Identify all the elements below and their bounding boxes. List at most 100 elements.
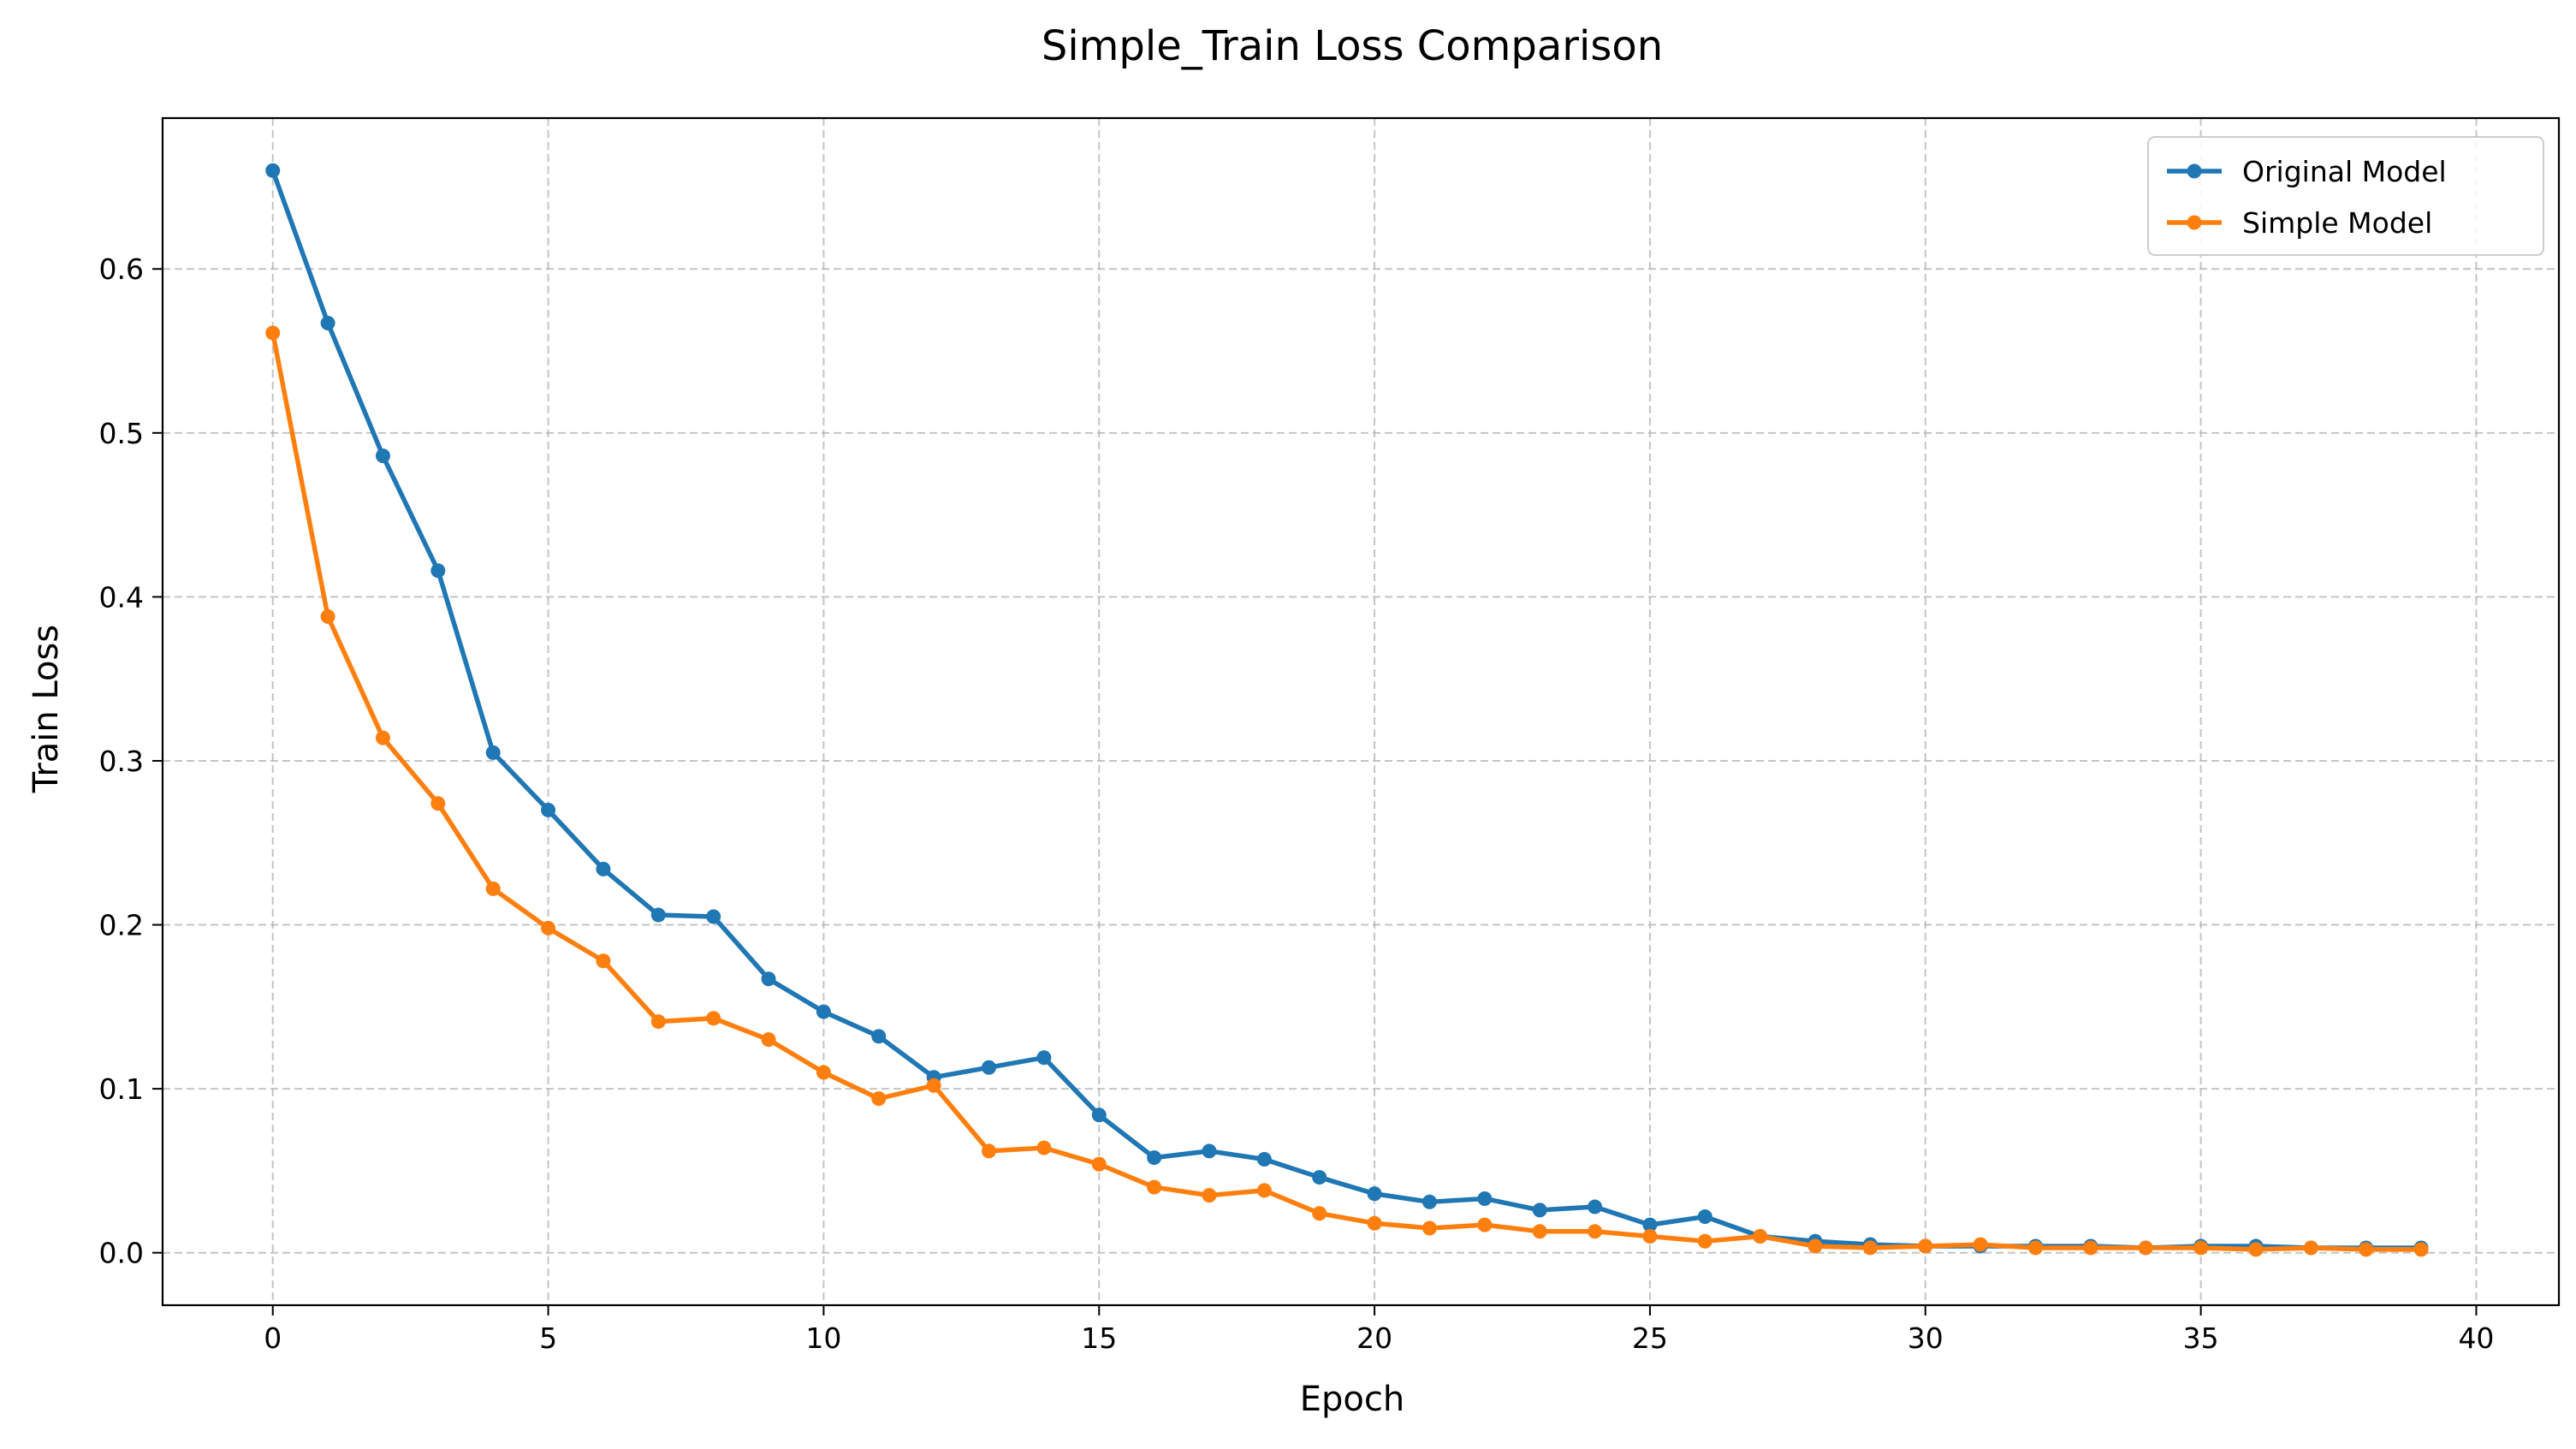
data-point: [485, 745, 501, 760]
data-point: [1477, 1191, 1493, 1206]
data-point: [706, 1011, 721, 1026]
legend: Original Model Simple Model: [2147, 136, 2544, 256]
data-point: [650, 1014, 666, 1030]
y-tick-label: 0.0: [99, 1237, 144, 1270]
legend-box: [2147, 136, 2544, 256]
legend-entry: Original Model: [2167, 155, 2447, 188]
legend-label: Simple Model: [2242, 206, 2432, 240]
legend-marker: [2187, 163, 2202, 179]
data-point: [541, 920, 556, 935]
data-point: [1697, 1209, 1712, 1225]
data-point: [1202, 1188, 1217, 1203]
data-point: [320, 315, 335, 330]
data-point: [2138, 1240, 2153, 1256]
data-point: [2413, 1242, 2429, 1257]
data-point: [375, 730, 390, 745]
data-point: [1753, 1229, 1768, 1244]
x-tick-label: 35: [2183, 1321, 2219, 1355]
data-point: [761, 1032, 776, 1048]
data-point: [1973, 1237, 1988, 1252]
data-point: [1477, 1217, 1493, 1232]
grid: [163, 118, 2559, 1305]
x-tick-label: 15: [1081, 1321, 1117, 1355]
data-point: [2083, 1240, 2098, 1256]
data-point: [1256, 1151, 1272, 1167]
y-tick-label: 0.1: [99, 1072, 144, 1106]
data-point: [1532, 1203, 1547, 1218]
x-axis-label: Epoch: [1300, 1380, 1404, 1419]
data-point: [1862, 1240, 1878, 1256]
data-point: [430, 796, 446, 811]
data-point: [1367, 1215, 1382, 1231]
data-point: [1147, 1179, 1162, 1195]
data-point: [650, 907, 666, 923]
data-point: [1697, 1233, 1712, 1249]
data-point: [926, 1078, 941, 1093]
data-point: [1588, 1199, 1603, 1214]
data-point: [2193, 1240, 2209, 1256]
data-point: [706, 909, 721, 924]
data-point: [1091, 1108, 1107, 1123]
data-point: [2028, 1240, 2044, 1256]
data-point: [1918, 1238, 1933, 1254]
data-point: [1036, 1050, 1052, 1066]
data-point: [1202, 1143, 1217, 1159]
series-simple-model: [265, 325, 2429, 1257]
plot-frame: [161, 116, 2561, 1307]
data-point: [1256, 1183, 1272, 1198]
data-point: [320, 609, 335, 624]
data-point: [596, 953, 611, 969]
x-tick-label: 5: [539, 1321, 557, 1355]
data-point: [1367, 1186, 1382, 1202]
data-point: [2359, 1242, 2374, 1257]
data-point: [761, 971, 776, 987]
data-point: [1422, 1220, 1437, 1236]
x-tick-label: 0: [264, 1321, 282, 1355]
data-point: [816, 1065, 831, 1080]
data-point: [982, 1060, 997, 1075]
data-point: [1422, 1194, 1437, 1209]
y-tick-label: 0.5: [99, 417, 144, 450]
data-point: [2248, 1242, 2264, 1257]
data-point: [596, 861, 611, 876]
y-tick-label: 0.2: [99, 909, 144, 942]
data-point: [2303, 1240, 2318, 1256]
data-point: [1642, 1229, 1658, 1244]
data-point: [1312, 1206, 1327, 1221]
legend-label: Original Model: [2242, 155, 2447, 188]
data-point: [265, 325, 281, 341]
ticks: 0 5 10 15 20 25 30 35 40 0.0 0.1 0.2 0.3 0.4 0.5 0.6: [99, 252, 2495, 1355]
data-point: [1312, 1170, 1327, 1185]
data-point: [1642, 1217, 1658, 1232]
y-tick-label: 0.4: [99, 580, 144, 614]
series-line: [270, 330, 2424, 1252]
series-layer: [265, 163, 2429, 1257]
data-point: [1036, 1140, 1052, 1155]
chart-title: Simple_Train Loss Comparison: [1042, 22, 1663, 70]
legend-entry: Simple Model: [2167, 206, 2432, 240]
y-tick-label: 0.6: [99, 252, 144, 286]
data-point: [1532, 1224, 1547, 1239]
x-tick-label: 30: [1908, 1321, 1944, 1355]
data-point: [871, 1029, 887, 1044]
data-point: [485, 881, 501, 896]
x-tick-label: 20: [1356, 1321, 1392, 1355]
data-point: [816, 1004, 831, 1019]
data-point: [871, 1091, 887, 1107]
data-point: [1147, 1150, 1162, 1166]
data-point: [982, 1143, 997, 1159]
data-point: [265, 163, 281, 178]
x-tick-label: 10: [805, 1321, 841, 1355]
data-point: [430, 563, 446, 579]
data-point: [1091, 1156, 1107, 1172]
y-axis-label: Train Loss: [27, 625, 66, 793]
x-tick-label: 40: [2458, 1321, 2494, 1355]
x-tick-label: 25: [1632, 1321, 1668, 1355]
legend-marker: [2187, 215, 2202, 230]
data-point: [375, 448, 390, 464]
y-tick-label: 0.3: [99, 745, 144, 778]
data-point: [541, 802, 556, 817]
data-point: [1807, 1238, 1823, 1254]
